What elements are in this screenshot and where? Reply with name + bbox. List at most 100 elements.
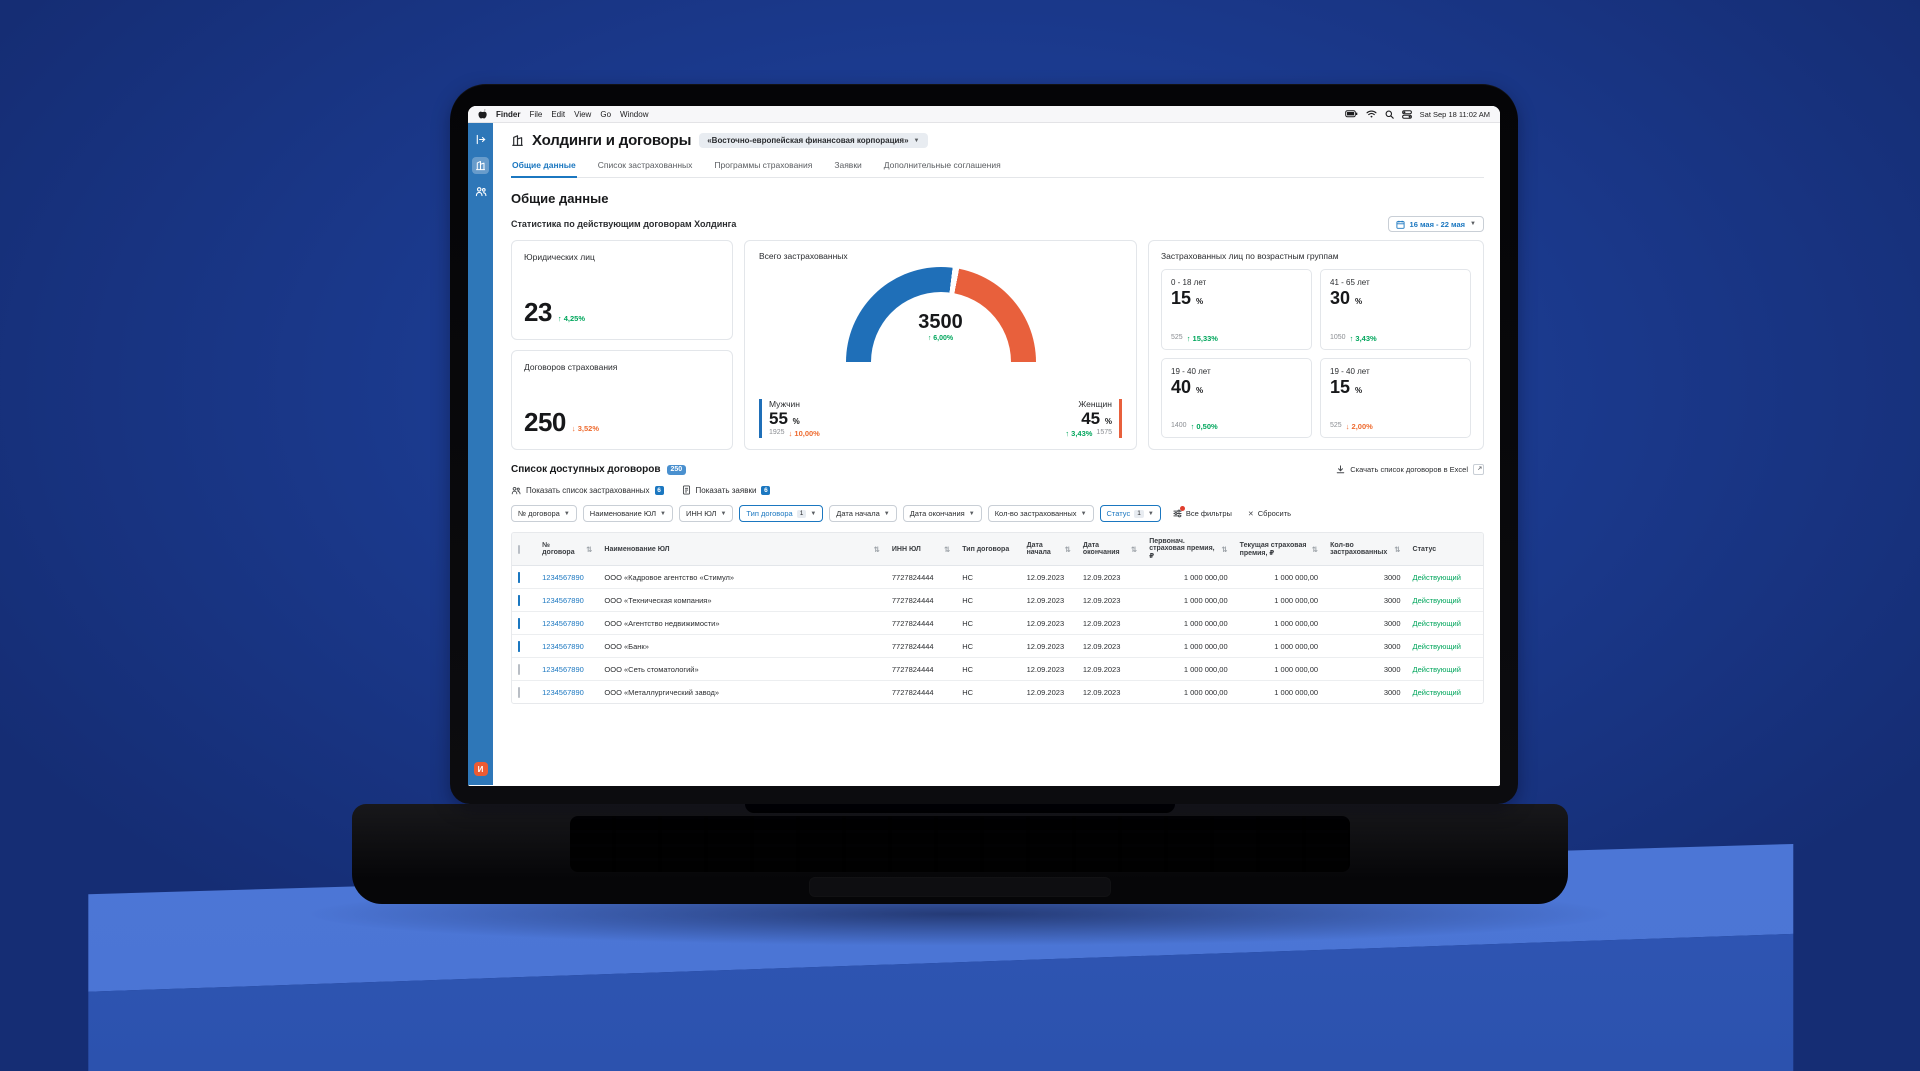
filter-inn[interactable]: ИНН ЮЛ ▼ [679,505,734,522]
age-percent-unit: % [1355,297,1363,306]
table-row[interactable]: 1234567890 ООО «Сеть стоматологий» 77278… [512,657,1483,681]
contract-number-link[interactable]: 1234567890 [536,634,599,658]
sort-icon[interactable]: ⇅ [873,544,880,554]
all-filters-label: Все фильтры [1185,509,1232,518]
filter-contract-type[interactable]: Тип договора 1 ▼ [739,505,824,522]
premium-initial-cell: 1 000 000,00 [1143,657,1234,681]
download-excel-link[interactable]: Скачать список договоров в Excel [1336,464,1484,475]
menubar-item-file[interactable]: File [529,109,543,119]
organization-selector[interactable]: «Восточно-европейская финансовая корпора… [699,133,928,148]
column-status[interactable]: Статус [1406,533,1483,566]
select-all-checkbox[interactable] [518,544,520,554]
date-end-cell: 12.09.2023 [1076,588,1144,612]
age-percent: 40 [1171,376,1192,397]
filter-status[interactable]: Статус 1 ▼ [1099,505,1161,522]
premium-initial-cell: 1 000 000,00 [1143,634,1234,658]
status-cell: Действующий [1412,687,1461,697]
sort-icon[interactable]: ⇅ [1221,544,1228,554]
column-premium-current[interactable]: Текущая страховая премия, ₽ ⇅ [1233,533,1325,566]
premium-initial-cell: 1 000 000,00 [1183,687,1228,697]
filter-date-start[interactable]: Дата начала ▼ [829,505,897,522]
tab-requests[interactable]: Заявки [834,160,862,170]
download-excel-label: Скачать список договоров в Excel [1350,465,1468,474]
gauge-total-delta: ↑ 6,00% [927,335,954,342]
column-date-start[interactable]: Дата начала ⇅ [1020,533,1077,566]
notification-dot [1179,506,1185,511]
column-contract-type[interactable]: Тип договора [956,533,1021,566]
sort-icon[interactable]: ⇅ [1064,544,1071,554]
sort-icon[interactable]: ⇅ [943,544,951,554]
contracts-value: 250 [524,407,566,437]
menubar-item-window[interactable]: Window [620,109,649,119]
contracts-delta: ↓ 3,52% [571,424,599,433]
column-inn[interactable]: ИНН ЮЛ ⇅ [885,533,957,566]
insured-list-badge: 6 [654,485,664,495]
all-filters-button[interactable]: Все фильтры [1173,506,1232,518]
table-row[interactable]: 1234567890 ООО «Агентство недвижимости» … [512,611,1483,635]
menubar-item-view[interactable]: View [574,109,592,119]
menubar-item-edit[interactable]: Edit [551,109,566,119]
apple-logo-icon[interactable] [478,109,487,120]
table-row[interactable]: 1234567890 ООО «Металлургический завод» … [512,681,1483,704]
sidebar-item-holdings[interactable] [472,157,489,174]
contract-number-link[interactable]: 1234567890 [536,611,599,635]
filter-insured-count[interactable]: Кол-во застрахованных ▼ [987,505,1094,522]
sort-icon[interactable]: ⇅ [1394,544,1401,554]
row-checkbox[interactable] [518,571,520,583]
column-insured-count[interactable]: Кол-во застрахованных ⇅ [1324,533,1407,566]
filter-company-name[interactable]: Наименование ЮЛ ▼ [582,505,673,522]
table-row[interactable]: 1234567890 ООО «Банк» 7727824444 НС 12.0… [512,634,1483,658]
user-avatar[interactable]: И [473,762,488,776]
tab-bar: Общие данные Список застрахованных Прогр… [511,160,1484,178]
women-label: Женщин [1078,399,1112,410]
menubar-app-name[interactable]: Finder [496,109,521,119]
row-checkbox[interactable] [518,663,520,675]
search-icon[interactable] [1385,110,1394,119]
show-requests-button[interactable]: Показать заявки 6 [682,485,771,495]
laptop-base [352,804,1568,904]
date-range-picker[interactable]: 16 мая - 22 мая ▼ [1387,216,1484,232]
filter-date-end[interactable]: Дата окончания ▼ [902,505,982,522]
card-age-groups: Застрахованных лиц по возрастным группам… [1148,240,1484,450]
show-insured-list-button[interactable]: Показать список застрахованных 6 [511,485,664,495]
column-company-name[interactable]: Наименование ЮЛ ⇅ [598,533,886,566]
sidebar-item-insured-people[interactable] [472,183,489,200]
tab-additional-agreements[interactable]: Дополнительные соглашения [883,160,1001,170]
tab-insured-list[interactable]: Список застрахованных [597,160,693,170]
column-date-end[interactable]: Дата окончания ⇅ [1076,533,1144,566]
filter-contract-number[interactable]: № договора ▼ [511,505,577,522]
row-checkbox[interactable] [518,640,520,652]
menubar-item-go[interactable]: Go [600,109,612,119]
contract-number-link[interactable]: 1234567890 [536,588,599,612]
sidebar-collapse-button[interactable] [472,131,489,148]
type-cell: НС [962,687,974,697]
column-contract-number[interactable]: № договора ⇅ [536,533,599,566]
chevron-down-icon: ▼ [810,510,817,517]
sort-icon[interactable]: ⇅ [1311,544,1319,554]
table-row[interactable]: 1234567890 ООО «Кадровое агентство «Стим… [512,565,1483,589]
control-center-icon[interactable] [1401,109,1412,119]
tab-general-data[interactable]: Общие данные [511,160,577,178]
contract-number-link[interactable]: 1234567890 [542,687,584,697]
wifi-icon[interactable] [1366,110,1377,118]
row-checkbox[interactable] [518,686,520,698]
table-row[interactable]: 1234567890 ООО «Техническая компания» 77… [512,588,1483,612]
reset-filters-button[interactable]: ✕ Сбросить [1248,509,1291,518]
page-title: Холдинги и договоры [532,132,692,149]
tab-insurance-programs[interactable]: Программы страхования [714,160,813,170]
row-checkbox[interactable] [518,594,520,606]
inn-cell: 7727824444 [891,687,934,697]
battery-icon[interactable] [1344,110,1358,118]
row-checkbox[interactable] [518,617,520,629]
column-premium-initial[interactable]: Первонач. страховая премия, ₽ ⇅ [1143,533,1234,566]
contract-number-link[interactable]: 1234567890 [536,657,599,681]
age-delta: ↑ 3,43% [1349,333,1377,343]
filter-label: № договора [518,509,560,518]
filter-label: Дата начала [836,509,880,518]
menubar-clock[interactable]: Sat Sep 18 11:02 AM [1419,109,1490,119]
holdings-icon [511,134,524,147]
contract-number-link[interactable]: 1234567890 [536,565,599,589]
date-end-cell: 12.09.2023 [1076,657,1144,681]
sort-icon[interactable]: ⇅ [586,544,593,554]
sort-icon[interactable]: ⇅ [1130,544,1138,554]
